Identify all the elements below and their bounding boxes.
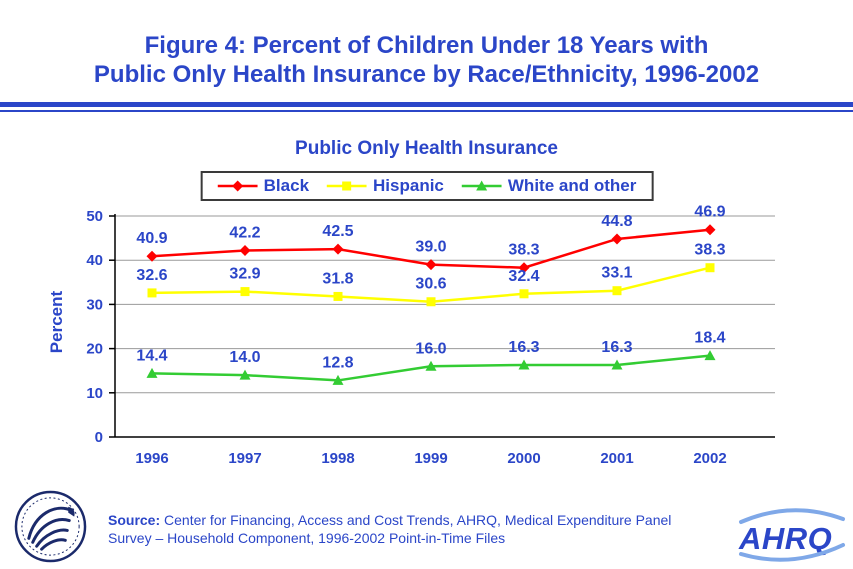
data-point-diamond: [239, 244, 251, 256]
data-label: 16.3: [508, 339, 539, 356]
source-text: Source: Center for Financing, Access and…: [108, 511, 693, 548]
data-point-square: [612, 286, 622, 296]
data-point-square: [240, 287, 250, 297]
legend-triangle-icon: [461, 180, 502, 191]
legend-item-white-and-other: White and other: [461, 176, 637, 196]
data-point-triangle: [611, 359, 623, 370]
data-point-diamond: [146, 250, 158, 262]
source-body: Center for Financing, Access and Cost Tr…: [108, 512, 672, 547]
data-point-triangle: [239, 369, 251, 380]
data-point-triangle: [476, 180, 488, 191]
title-divider: [0, 102, 853, 112]
data-point-square: [147, 288, 157, 298]
data-label: 38.3: [694, 242, 725, 259]
data-point-diamond: [232, 180, 244, 192]
hhs-eagle-icon: [14, 490, 87, 563]
legend-label: Black: [263, 176, 310, 195]
data-label: 42.5: [322, 223, 353, 240]
x-tick-label: 1998: [321, 450, 354, 467]
data-label: 32.9: [229, 266, 260, 283]
ahrq-logo-text: AHRQ: [738, 521, 832, 556]
series-black: 40.9 42.2 42.5 39.0 38.3 44.8 46.9: [136, 204, 726, 274]
data-label: 33.1: [601, 265, 632, 282]
x-tick-label: 2001: [600, 450, 633, 467]
series-white-and-other: 14.4 14.0 12.8 16.0 16.3 16.3 18.4: [136, 330, 726, 385]
data-point-triangle: [518, 359, 530, 370]
legend-item-hispanic: Hispanic: [327, 176, 444, 196]
data-label: 16.0: [415, 340, 446, 357]
data-point-square: [426, 297, 436, 307]
data-label: 14.4: [136, 347, 167, 364]
figure-title-line2: Public Only Health Insurance by Race/Eth…: [93, 61, 760, 89]
y-axis-label: Percent: [47, 290, 66, 354]
legend-diamond-icon: [217, 180, 258, 192]
y-tick-label: 20: [86, 341, 103, 358]
figure-title-line1: Figure 4: Percent of Children Under 18 Y…: [144, 32, 709, 59]
legend-label: Hispanic: [373, 176, 444, 195]
y-tick-label: 10: [86, 385, 103, 402]
series-hispanic: 32.6 32.9 31.8 30.6 32.4 33.1 38.3: [136, 242, 726, 307]
ahrq-logo-icon: AHRQ: [738, 508, 845, 562]
data-point-triangle: [332, 374, 344, 385]
data-label: 30.6: [415, 276, 446, 293]
data-label: 44.8: [601, 213, 632, 230]
figure-title: Figure 4: Percent of Children Under 18 Y…: [0, 31, 853, 90]
data-label: 42.2: [229, 224, 260, 241]
data-label: 46.9: [694, 204, 725, 221]
y-tick-label: 30: [86, 296, 103, 313]
x-tick-label: 1996: [135, 450, 168, 467]
data-point-triangle: [704, 350, 716, 361]
data-label: 31.8: [322, 270, 353, 287]
data-label: 12.8: [322, 354, 353, 371]
x-tick-label: 2000: [507, 450, 540, 467]
data-point-square: [705, 263, 715, 273]
data-label: 14.0: [229, 349, 260, 366]
ahrq-logo: AHRQ: [737, 507, 847, 563]
data-label: 32.6: [136, 267, 167, 284]
legend-item-black: Black: [217, 176, 310, 196]
x-tick-label: 1999: [414, 450, 447, 467]
data-point-diamond: [704, 224, 716, 236]
x-tick-label: 1997: [228, 450, 261, 467]
data-point-triangle: [425, 360, 437, 371]
legend-square-icon: [327, 181, 368, 191]
data-point-triangle: [146, 367, 158, 378]
y-tick-label: 0: [95, 429, 103, 446]
data-point-diamond: [332, 243, 344, 255]
data-label: 16.3: [601, 339, 632, 356]
line-chart: 0 10 20 30 40 50 1996 1997 1998 1999 2000 2001 2002 4…: [86, 204, 775, 467]
x-tick-label: 2002: [693, 450, 726, 467]
source-label: Source:: [108, 512, 161, 528]
data-point-diamond: [611, 233, 623, 245]
data-point-diamond: [425, 259, 437, 271]
y-tick-label: 40: [86, 252, 103, 269]
data-point-square: [333, 291, 343, 301]
data-label: 40.9: [136, 230, 167, 247]
data-point-diamond: [518, 262, 530, 274]
chart-legend: Black Hispanic White and other: [200, 171, 654, 201]
data-label: 18.4: [694, 330, 725, 347]
data-label: 32.4: [508, 268, 539, 285]
chart-title: Public Only Health Insurance: [295, 138, 558, 159]
legend-label: White and other: [507, 176, 637, 195]
data-label: 38.3: [508, 242, 539, 259]
data-point-square: [342, 181, 352, 191]
data-point-square: [519, 289, 529, 299]
hhs-logo: [13, 489, 88, 564]
data-label: 39.0: [415, 239, 446, 256]
y-tick-label: 50: [86, 208, 103, 225]
